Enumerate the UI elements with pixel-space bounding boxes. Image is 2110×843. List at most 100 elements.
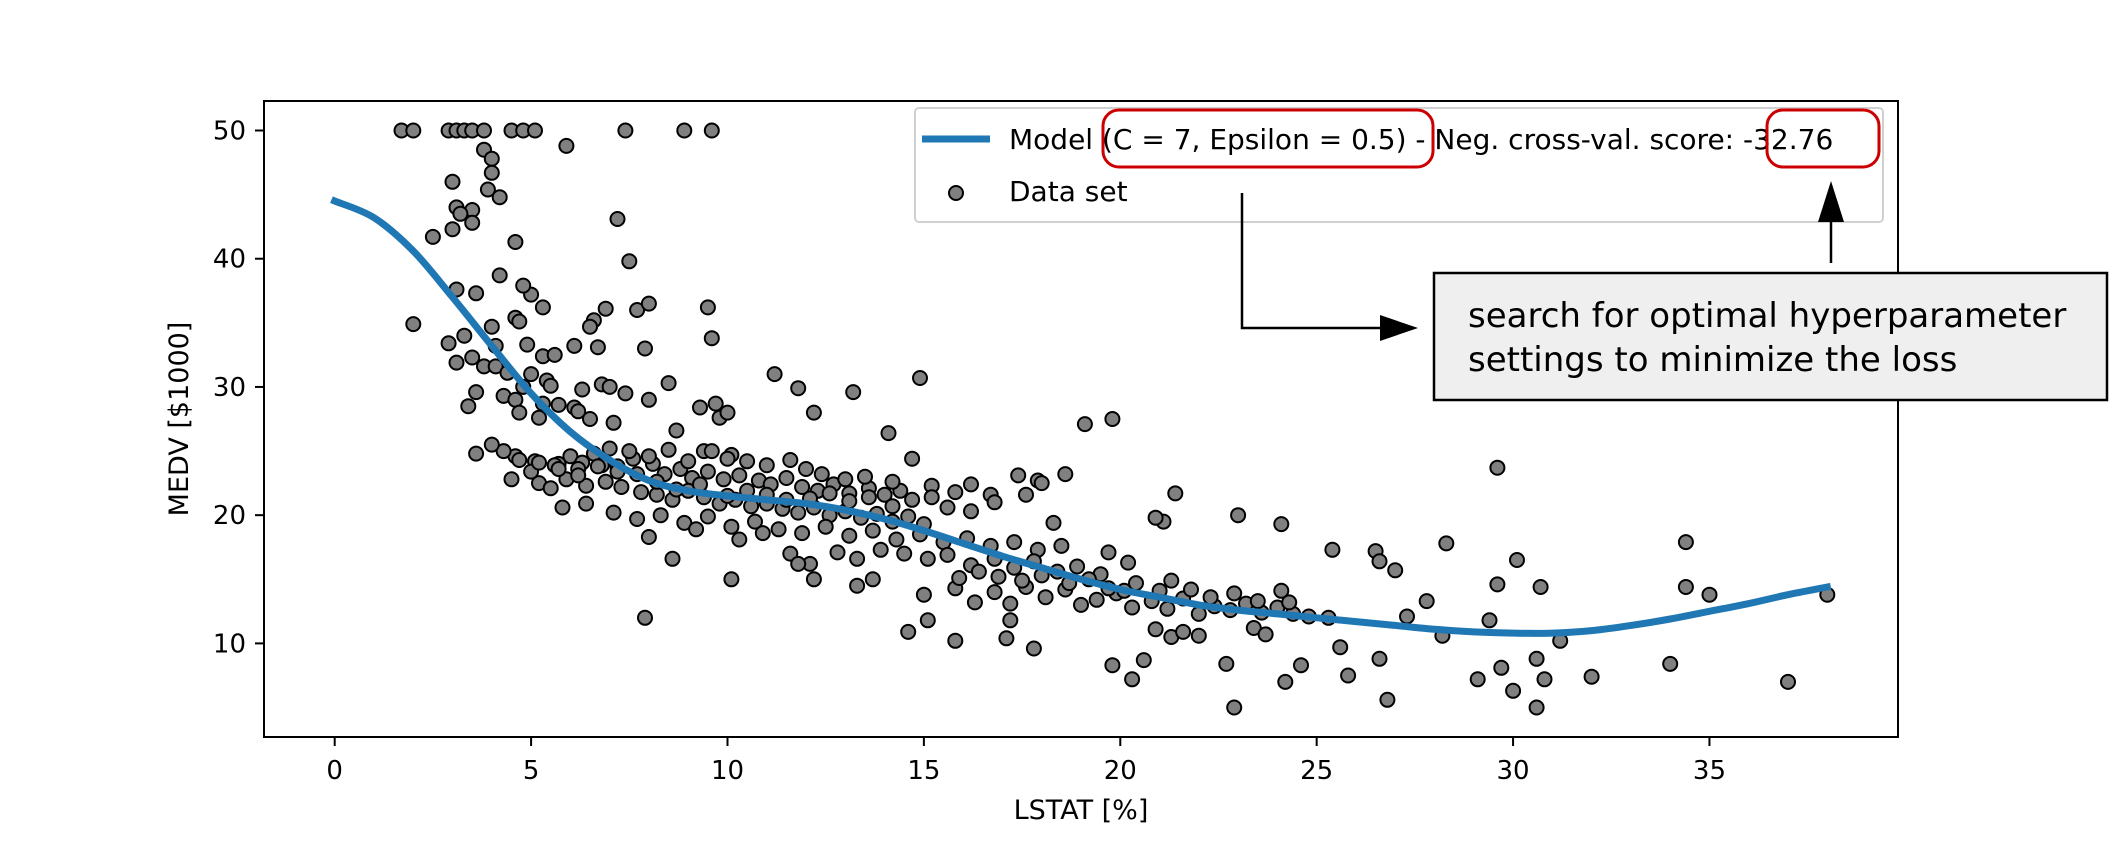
data-point (1202, 589, 1219, 606)
data-point (640, 529, 657, 545)
data-point (648, 486, 665, 503)
legend-model-middle: - Neg. cross-val. score: (1407, 123, 1743, 156)
data-point (633, 484, 650, 501)
data-point (1662, 655, 1679, 672)
data-point (1528, 699, 1545, 716)
data-point (483, 150, 500, 167)
data-point (1018, 486, 1034, 503)
data-point (483, 318, 500, 335)
data-point (1076, 416, 1093, 433)
data-point (617, 122, 634, 139)
data-point (829, 544, 846, 561)
data-point (1677, 534, 1694, 551)
legend-model-params: (C = 7, Epsilon = 0.5) (1102, 123, 1407, 156)
data-point (790, 380, 807, 397)
data-point (1528, 650, 1545, 667)
data-point (951, 570, 968, 586)
data-point (609, 211, 626, 227)
data-point (1053, 537, 1070, 554)
data-point (731, 531, 748, 548)
data-point (640, 391, 657, 408)
data-point (923, 489, 940, 506)
data-point (1701, 586, 1718, 603)
callout-arrows (1240, 181, 1844, 341)
data-point (1120, 554, 1137, 571)
data-point (507, 234, 524, 250)
data-point (424, 228, 441, 245)
data-point (1438, 535, 1455, 552)
data-point (947, 484, 964, 501)
data-point (841, 493, 858, 510)
data-point (1104, 411, 1121, 427)
data-point (629, 302, 646, 318)
y-tick-label: 10 (213, 629, 246, 659)
data-point (1037, 589, 1054, 606)
data-point (578, 495, 595, 512)
data-point (546, 346, 563, 363)
data-point (589, 458, 606, 475)
y-tick-label: 30 (213, 373, 246, 403)
legend-box (914, 107, 1884, 223)
highlight-params-box (1101, 108, 1435, 169)
data-point (1281, 594, 1298, 611)
data-point (554, 499, 571, 516)
data-point (1014, 572, 1031, 589)
data-point (900, 623, 917, 640)
data-point (739, 453, 756, 470)
data-point (605, 414, 622, 431)
y-axis-ticks: 10 20 30 40 50 (213, 116, 264, 659)
data-point (597, 300, 614, 317)
data-point (880, 425, 897, 442)
data-point (637, 609, 653, 626)
data-point (531, 454, 547, 471)
data-point (523, 366, 540, 383)
data-point (515, 277, 532, 294)
data-point (703, 122, 720, 139)
legend-marker-swatch (948, 185, 964, 201)
data-point (629, 511, 646, 527)
data-point (731, 467, 748, 484)
data-point (1025, 640, 1042, 657)
data-point (754, 525, 771, 542)
data-point (621, 253, 638, 270)
data-point (1583, 668, 1600, 685)
data-point (1073, 596, 1089, 613)
data-point (939, 499, 956, 516)
data-point (849, 577, 866, 594)
data-point (1190, 627, 1207, 644)
data-point (1124, 599, 1141, 616)
data-point (703, 330, 720, 347)
data-point (723, 571, 740, 588)
data-point (542, 480, 559, 497)
data-point (511, 404, 528, 421)
model-line (330, 196, 1832, 637)
data-point (947, 632, 964, 649)
data-point (794, 525, 811, 542)
data-point (699, 508, 716, 525)
data-point (1124, 671, 1141, 688)
data-point (1371, 650, 1388, 667)
data-point (963, 503, 979, 520)
data-point (884, 498, 901, 515)
data-point (770, 521, 787, 538)
data-point (1493, 659, 1510, 676)
data-point (664, 550, 681, 567)
data-point (550, 396, 567, 413)
data-point (570, 403, 587, 420)
data-point (966, 594, 983, 611)
data-point (531, 409, 547, 426)
data-point (668, 422, 685, 439)
data-point (986, 494, 1003, 511)
data-point (939, 546, 956, 563)
legend-model-score: -32.76 (1743, 123, 1833, 156)
data-point (1489, 576, 1506, 593)
x-tick-label: 15 (907, 756, 940, 786)
data-point (652, 507, 669, 524)
x-tick-label: 25 (1300, 756, 1333, 786)
data-point (476, 122, 492, 139)
data-point (558, 137, 575, 154)
data-point (1532, 579, 1549, 595)
data-point (550, 461, 567, 477)
data-point (790, 504, 807, 521)
data-point (468, 384, 485, 401)
